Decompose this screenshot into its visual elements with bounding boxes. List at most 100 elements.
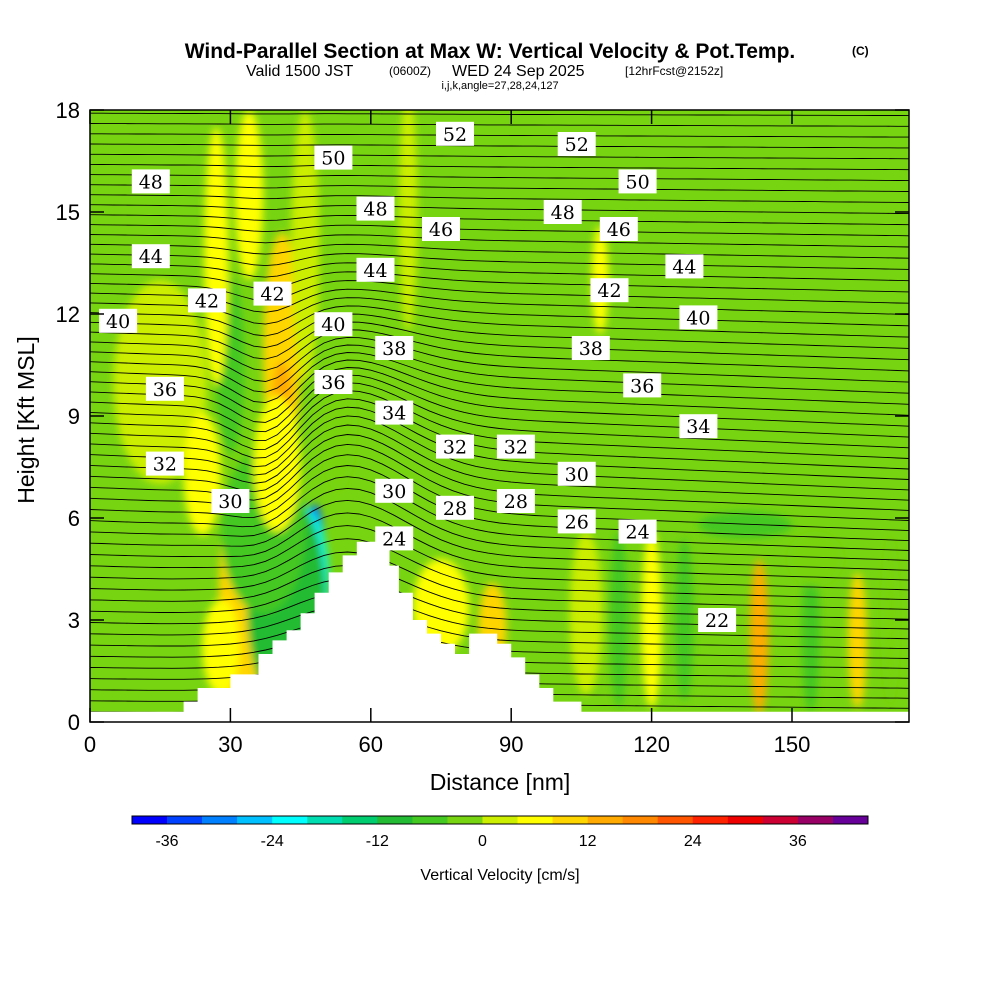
colorbar-tick-label: 36 <box>789 833 807 850</box>
colorbar-swatch <box>377 816 413 824</box>
theta-label: 34 <box>679 414 718 439</box>
isentrope-line <box>90 329 909 372</box>
copyright-mark: (C) <box>852 44 869 58</box>
theta-label-box <box>253 281 292 306</box>
colorbar-swatch <box>552 816 588 824</box>
theta-label-text: 36 <box>630 375 654 397</box>
theta-label-box <box>375 336 414 360</box>
isentrope-line <box>90 194 909 203</box>
colorbar-swatch <box>622 816 659 824</box>
colorbar-frame <box>131 815 869 825</box>
theta-label-text: 40 <box>686 307 710 329</box>
velocity-cell <box>698 511 792 539</box>
theta-label-box <box>679 305 718 330</box>
isentrope-line <box>90 224 909 237</box>
isentrope-line <box>90 476 909 551</box>
theta-label-box <box>436 121 474 146</box>
colorbar-swatch <box>307 816 343 824</box>
theta-label: 44 <box>356 257 395 282</box>
colorbar-tick-label: -12 <box>366 833 389 850</box>
theta-label-text: 32 <box>443 437 467 459</box>
theta-label-text: 38 <box>382 338 406 360</box>
isentrope-line <box>90 382 909 449</box>
isentrope-line <box>90 184 909 192</box>
isentrope-line <box>90 525 909 591</box>
theta-label: 42 <box>188 288 226 313</box>
theta-label-box <box>557 509 596 534</box>
theta-label: 30 <box>375 478 414 503</box>
isentrope-line <box>90 512 909 581</box>
theta-label: 32 <box>436 434 474 459</box>
isentrope-line <box>90 262 909 282</box>
isentrope-line <box>90 605 909 650</box>
forecast-tag: [12hrFcst@2152z] <box>625 64 723 78</box>
theta-label: 44 <box>131 244 170 269</box>
theta-label-text: 28 <box>504 491 528 513</box>
theta-label-box <box>557 132 596 156</box>
theta-label-text: 40 <box>321 314 345 336</box>
isentrope-line <box>90 297 909 327</box>
theta-label-text: 36 <box>321 372 345 394</box>
theta-label: 32 <box>145 451 184 476</box>
theta-label: 44 <box>665 254 704 279</box>
theta-label-box <box>314 145 353 170</box>
theta-label: 48 <box>356 196 395 221</box>
theta-label-box <box>557 461 596 486</box>
theta-label-box <box>314 312 353 337</box>
theta-label-box <box>496 489 535 513</box>
theta-label-box <box>375 526 414 551</box>
isentrope-line <box>90 551 909 610</box>
velocity-cell <box>204 127 229 386</box>
colorbar-tick-label: -24 <box>261 833 284 850</box>
theta-label-box <box>422 217 460 241</box>
theta-label-box <box>618 519 657 544</box>
theta-label-text: 50 <box>626 171 650 193</box>
theta-label: 40 <box>679 305 718 330</box>
x-axis-label: Distance [nm] <box>430 769 571 795</box>
colorbar-tick-label: 12 <box>579 833 597 850</box>
valid-time-line: Valid 1500 JST (0600Z) WED 24 Sep 2025 [… <box>246 63 723 80</box>
theta-label-text: 50 <box>321 148 345 170</box>
isentrope-line <box>90 123 909 127</box>
y-tick-label: 3 <box>68 608 80 633</box>
theta-label: 28 <box>496 489 535 513</box>
isentrope-line <box>90 374 909 438</box>
isentrope-line <box>90 271 909 293</box>
velocity-cell <box>235 110 264 280</box>
isentrope-line <box>90 214 909 226</box>
colorbar-swatch <box>132 816 168 824</box>
theta-label-box <box>590 278 629 303</box>
theta-label-text: 34 <box>382 403 406 425</box>
y-tick-label: 9 <box>68 404 80 429</box>
y-tick-label: 0 <box>68 710 80 735</box>
theta-label-text: 28 <box>443 498 467 520</box>
theta-label-box <box>436 434 474 459</box>
colorbar-swatch <box>482 816 518 824</box>
theta-label-box <box>356 257 395 282</box>
theta-label-box <box>188 288 226 313</box>
theta-label-text: 46 <box>607 219 631 241</box>
isentrope-line <box>90 288 909 315</box>
theta-label-text: 24 <box>382 528 406 550</box>
isentrope-line <box>90 344 909 394</box>
colorbar-swatch <box>517 816 553 824</box>
theta-label-text: 42 <box>597 280 621 302</box>
theta-label: 34 <box>375 400 414 425</box>
y-axis-label: Height [Kft MSL] <box>13 336 39 503</box>
theta-label-box <box>356 196 395 221</box>
theta-label-box <box>375 478 414 503</box>
isentrope-line <box>90 424 909 501</box>
theta-label-box <box>211 489 250 513</box>
theta-label-text: 30 <box>382 481 406 503</box>
colorbar-swatch <box>657 816 694 824</box>
theta-label: 30 <box>557 461 596 486</box>
theta-label: 46 <box>422 217 460 241</box>
theta-label-box <box>665 254 704 279</box>
theta-label: 46 <box>599 217 638 241</box>
theta-label-text: 48 <box>363 199 387 221</box>
x-tick-label: 150 <box>774 732 811 757</box>
velocity-cell <box>183 412 222 535</box>
isentrope-line <box>90 174 909 182</box>
velocity-cell <box>609 531 629 709</box>
